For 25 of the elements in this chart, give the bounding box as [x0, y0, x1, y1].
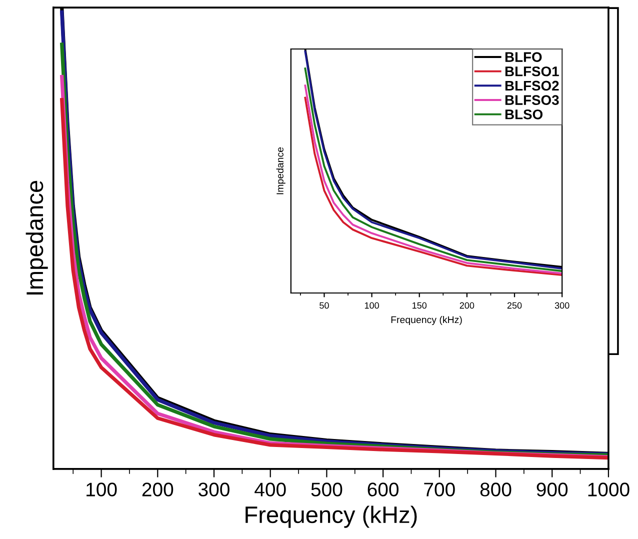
x-tick-label: 200 — [460, 302, 474, 309]
legend-label: BLFSO3 — [505, 95, 559, 105]
x-tick-label: 50 — [320, 302, 329, 309]
legend-label: BLFO — [505, 52, 542, 62]
x-tick-label: 500 — [311, 482, 342, 496]
x-tick-label: 300 — [198, 482, 230, 496]
legend-label: BLFSO2 — [505, 80, 559, 91]
x-tick-label: 400 — [254, 482, 286, 496]
x-tick-label: 300 — [554, 302, 570, 309]
x-tick-label: 200 — [142, 482, 174, 496]
x-tick-label: 250 — [507, 302, 522, 309]
x-axis-title: Frequency (kHz) — [391, 316, 462, 326]
y-axis-title: Impedance — [26, 180, 48, 294]
x-tick-label: 150 — [412, 302, 427, 309]
legend-label: BLFSO1 — [505, 66, 559, 76]
x-axis-title: Frequency (kHz) — [246, 506, 417, 528]
x-tick-label: 900 — [536, 482, 568, 496]
x-tick-label: 100 — [86, 482, 117, 496]
legend-label: BLSO — [505, 109, 543, 120]
x-tick-label: 100 — [364, 302, 379, 309]
x-tick-label: 800 — [480, 482, 512, 496]
y-axis-title: Impedance — [276, 147, 286, 194]
x-tick-label: 1000 — [588, 482, 630, 496]
x-tick-label: 700 — [424, 482, 455, 496]
x-tick-label: 600 — [368, 482, 399, 496]
